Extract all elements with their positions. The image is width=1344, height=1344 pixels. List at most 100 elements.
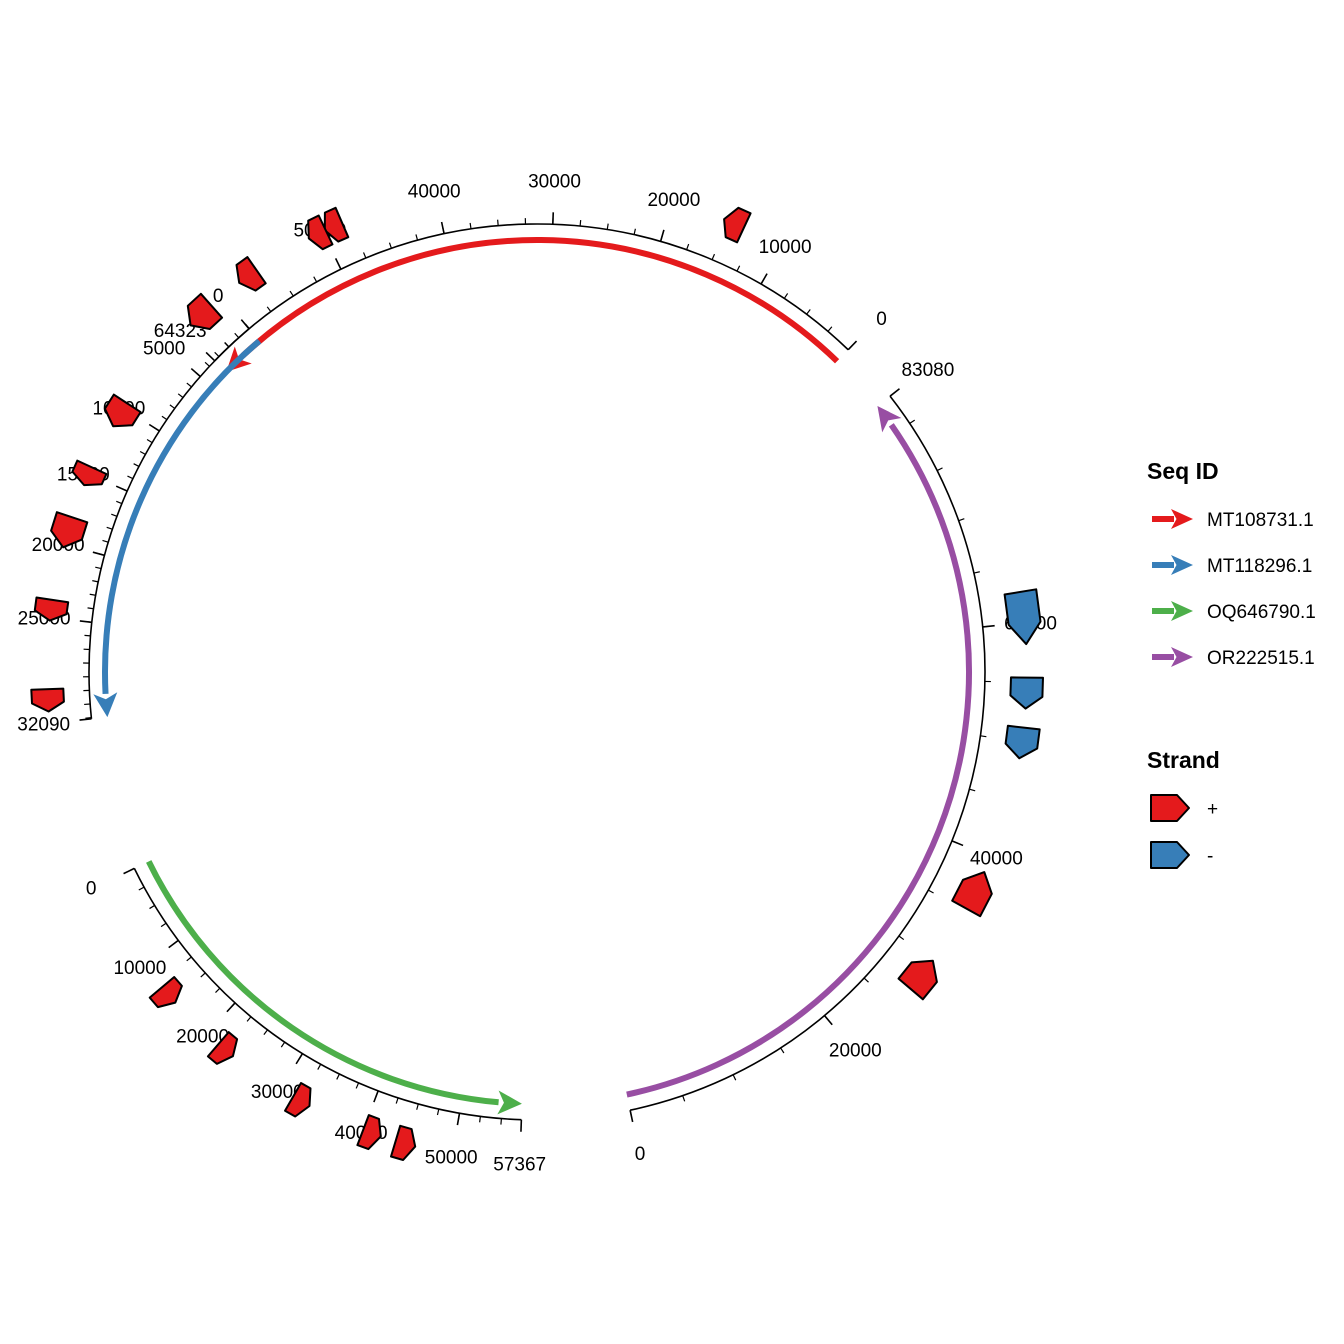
axis-tick-label: 30000 [251,1082,304,1103]
axis-tick-label: 0 [876,309,887,330]
gene-feature [148,976,183,1009]
axis-major-tick [951,840,964,847]
axis-tick-label: 10000 [113,958,166,979]
legend-seq-title: Seq ID [1147,458,1219,484]
axis-major-tick [629,1110,634,1123]
axis-minor-tick [95,566,102,570]
axis-minor-tick [388,242,392,249]
axis-minor-tick [317,1064,322,1070]
axis-tick-label: 83080 [901,360,954,381]
axis-minor-tick [497,219,499,226]
axis-minor-tick [204,361,210,367]
axis-major-tick [123,867,135,875]
axis-minor-tick [732,1074,737,1081]
axis-minor-tick [139,450,146,455]
axis-minor-tick [313,276,318,283]
axis-minor-tick [416,1103,419,1110]
axis-minor-tick [362,252,367,259]
gene-feature [307,214,334,251]
sequence-axis-line [214,223,849,362]
legend-strand-swatch [1150,794,1190,822]
gene-feature [206,1031,239,1065]
axis-minor-tick [579,220,582,227]
axis-minor-tick [969,788,976,792]
axis-minor-tick [102,539,109,543]
axis-tick-label: 20000 [829,1040,882,1061]
axis-major-tick [79,620,92,624]
axis-major-tick [205,351,216,362]
gene-feature [186,292,224,330]
axis-tick-label: 57367 [493,1155,546,1176]
gene-feature [50,511,89,549]
axis-tick-label: 0 [213,286,224,307]
axis-minor-tick [133,463,140,467]
axis-minor-tick [116,500,123,505]
axis-minor-tick [106,526,113,530]
legend-seq-arrow-head [1171,601,1193,621]
sequence-axis-line [629,395,986,1111]
axis-minor-tick [898,935,905,941]
axis-minor-tick [160,922,167,928]
axis-major-tick [982,624,995,628]
sequence-arrow-head [497,1090,522,1115]
axis-major-tick [92,551,105,557]
axis-tick-label: 0 [635,1144,646,1165]
sequence-arrows [93,237,972,1115]
axis-major-tick [148,423,160,432]
axis-minor-tick [87,607,94,610]
axis-major-tick [226,1002,236,1013]
axis-major-tick [847,340,858,351]
legend-seq-label: OR222515.1 [1207,648,1315,669]
gene-feature [103,393,142,428]
axis-minor-tick [633,228,636,235]
axis-major-tick [190,367,201,378]
axis-minor-tick [89,593,96,596]
axis-major-tick [823,1015,833,1026]
axis-minor-tick [266,306,272,313]
axis-minor-tick [936,467,943,472]
legend-seq-arrow-head [1171,509,1193,529]
axis-minor-tick [214,351,220,357]
legend-strand-label: + [1207,799,1218,820]
gene-feature [235,256,267,292]
axis-tick-label: 20000 [176,1026,229,1047]
axis-minor-tick [928,889,934,894]
axis-minor-tick [224,342,230,348]
sequence-arrow-arc [102,338,262,695]
gene-feature [390,1124,417,1161]
axis-major-tick [240,319,250,330]
axis-tick-label: 30000 [528,171,581,192]
axis-minor-tick [909,419,916,424]
axis-minor-tick [827,326,833,332]
gene-features [30,206,1044,1161]
axis-minor-tick [436,1108,440,1116]
gene-feature [71,459,108,487]
axis-minor-tick [177,393,184,398]
axis-minor-tick [127,475,134,480]
legend-seq-arrow-head [1171,647,1193,667]
axis-minor-tick [469,222,472,229]
sequence-arrow-head [877,406,902,433]
gene-feature [1009,676,1044,710]
axis-major-tick [168,939,179,949]
sequence-axes: 0100002000030000400005000064323050001000… [17,171,1057,1175]
axis-minor-tick [186,956,192,962]
axis-minor-tick [980,735,987,738]
axis-minor-tick [280,1041,286,1048]
gene-feature [1004,724,1041,760]
sequence-arrow-arc [240,237,840,364]
axis-minor-tick [606,223,609,230]
axis-minor-tick [246,1016,252,1022]
axis-minor-tick [783,293,789,299]
gene-feature [897,959,938,1001]
axis-tick-label: 0 [86,879,97,900]
axis-minor-tick [711,253,716,260]
axis-minor-tick [682,1095,686,1102]
axis-minor-tick [138,886,145,891]
legend-seq-arrow-head [1171,555,1193,575]
axis-minor-tick [415,234,419,241]
legend-strand-swatch [1150,841,1190,869]
axis-minor-tick [736,265,741,272]
axis-minor-tick [234,332,240,339]
axis-tick-label: 50000 [425,1148,478,1169]
